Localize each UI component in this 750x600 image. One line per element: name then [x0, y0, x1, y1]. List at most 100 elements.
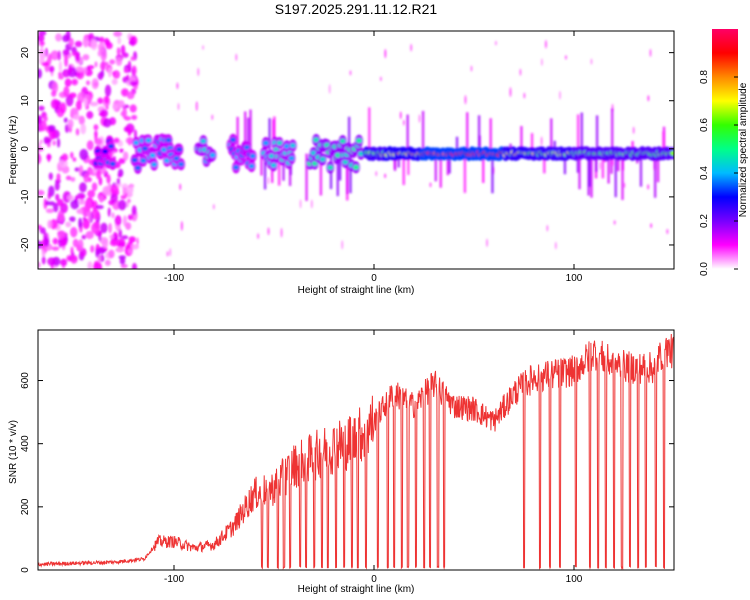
noise-blob — [55, 33, 62, 42]
noise-blob — [122, 107, 127, 119]
spectral-streak — [268, 118, 271, 154]
spectrogram-blobs — [38, 31, 674, 269]
noise-blob — [54, 181, 60, 191]
noise-blob — [97, 262, 103, 269]
noise-speck — [212, 204, 215, 210]
noise-speck — [649, 48, 652, 57]
noise-blob — [100, 49, 107, 62]
spectral-streak — [247, 117, 250, 154]
carrier-core — [109, 161, 116, 167]
noise-blob — [91, 182, 98, 192]
noise-blob — [116, 238, 126, 249]
noise-blob — [74, 167, 81, 172]
spectral-streak — [617, 153, 620, 172]
noise-blob — [111, 212, 115, 219]
noise-blob — [39, 139, 43, 145]
noise-blob — [116, 177, 121, 185]
noise-blob — [114, 215, 122, 226]
spectral-streak — [260, 153, 263, 176]
noise-blob — [129, 80, 138, 87]
noise-blob — [61, 165, 70, 174]
noise-blob — [43, 115, 48, 122]
noise-blob — [121, 235, 129, 240]
spectral-streak — [601, 153, 605, 179]
noise-speck — [494, 40, 497, 46]
carrier-core — [289, 143, 296, 148]
spectral-streak — [595, 115, 599, 154]
spectral-streak — [489, 118, 492, 154]
noise-speck — [341, 240, 344, 250]
noise-blob — [60, 258, 68, 267]
carrier-core — [283, 143, 290, 149]
spectral-streak — [439, 153, 442, 188]
noise-blob — [95, 204, 104, 210]
noise-blob — [110, 192, 118, 203]
noise-speck — [310, 199, 313, 209]
noise-speck — [235, 53, 238, 61]
colorbar: 0.0 0.2 0.4 0.6 0.8 Normalized spectral ampl… — [699, 29, 749, 276]
noise-blob — [72, 238, 79, 248]
noise-blob — [64, 124, 69, 133]
noise-blob — [75, 66, 84, 72]
carrier-core — [670, 150, 674, 156]
noise-blob — [58, 71, 62, 77]
x-tick-label: 100 — [566, 273, 583, 284]
noise-blob — [131, 65, 137, 76]
noise-blob — [123, 67, 128, 74]
noise-speck — [540, 136, 543, 146]
noise-blob — [129, 184, 134, 194]
x-tick-label: -100 — [164, 273, 184, 284]
y-tick-label: 0 — [20, 567, 31, 573]
spectral-streak — [282, 153, 285, 181]
figure-title: S197.2025.291.11.12.R21 — [275, 1, 438, 17]
noise-blob — [47, 153, 51, 163]
noise-blob — [112, 71, 116, 76]
noise-speck — [349, 70, 352, 76]
noise-blob — [59, 159, 68, 168]
snr-x-axis-label: Height of straight line (km) — [298, 584, 415, 595]
noise-blob — [74, 40, 83, 48]
snr-frame — [37, 329, 675, 571]
colorbar-tick-label: 0.0 — [699, 262, 710, 276]
noise-blob — [131, 205, 137, 216]
noise-blob — [41, 256, 46, 265]
noise-blob — [62, 49, 70, 56]
noise-blob — [71, 46, 77, 55]
spectral-streak — [349, 153, 352, 194]
noise-blob — [89, 101, 99, 107]
spectral-streak — [614, 153, 617, 198]
carrier-core — [339, 138, 346, 144]
noise-speck — [647, 95, 650, 102]
carrier-core — [133, 140, 140, 146]
noise-blob — [98, 111, 106, 117]
noise-blob — [85, 230, 94, 240]
noise-blob — [130, 56, 135, 61]
spectral-streak — [272, 119, 275, 154]
carrier-core — [145, 138, 152, 143]
carrier-core — [356, 138, 363, 144]
carrier-core — [249, 153, 256, 159]
noise-blob — [50, 50, 60, 61]
noise-speck — [169, 248, 172, 257]
noise-blob — [117, 101, 125, 108]
spectral-streak — [249, 109, 252, 154]
noise-speck — [590, 58, 593, 65]
carrier-core — [248, 163, 255, 169]
y-tick-label: 200 — [20, 498, 31, 515]
noise-blob — [72, 114, 81, 120]
noise-blob — [104, 84, 112, 97]
spectral-streak — [477, 115, 481, 154]
noise-blob — [84, 200, 91, 213]
noise-blob — [47, 219, 52, 229]
noise-blob — [128, 40, 136, 46]
x-tick-label: 100 — [566, 574, 583, 585]
noise-speck — [564, 55, 567, 60]
noise-blob — [101, 239, 109, 248]
noise-speck — [613, 220, 616, 225]
y-tick-label: -10 — [20, 189, 31, 204]
carrier-core — [352, 164, 359, 170]
noise-blob — [94, 61, 98, 68]
carrier-core — [342, 159, 349, 165]
noise-speck — [267, 176, 270, 185]
noise-speck — [470, 65, 473, 72]
